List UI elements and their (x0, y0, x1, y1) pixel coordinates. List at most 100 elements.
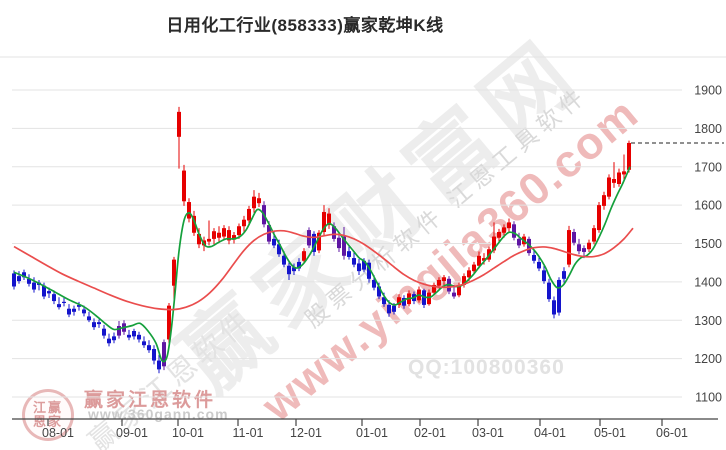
candle (472, 261, 476, 275)
candle (72, 305, 76, 316)
x-tick-label: 10-01 (172, 426, 204, 440)
candle (507, 218, 511, 233)
y-tick-label: 1100 (695, 391, 722, 405)
candle (602, 191, 606, 210)
candle (97, 319, 101, 328)
candle (537, 255, 541, 272)
candle (67, 304, 71, 318)
candle (247, 205, 251, 226)
y-tick-label: 1400 (694, 275, 722, 289)
candle (177, 106, 181, 169)
candle (612, 162, 616, 188)
candle (162, 339, 166, 371)
candle (187, 198, 191, 223)
y-tick-label: 1600 (694, 199, 722, 213)
candle (62, 297, 66, 307)
seal-text-row2: 恩家 (32, 414, 63, 429)
candle (422, 288, 426, 308)
x-tick-label: 01-01 (356, 426, 388, 440)
candle (252, 190, 256, 213)
candle (12, 270, 16, 290)
y-tick-label: 1700 (694, 160, 722, 174)
candles (12, 106, 631, 374)
candle (222, 225, 226, 240)
candle (322, 205, 326, 236)
x-tick-label: 02-01 (414, 426, 446, 440)
candle (212, 228, 216, 245)
candle (132, 328, 136, 340)
candle (227, 226, 231, 245)
x-tick-label: 04-01 (534, 426, 566, 440)
candle (87, 311, 91, 323)
ma-fast-line (13, 166, 631, 363)
candle (22, 269, 26, 280)
candle (402, 295, 406, 309)
candle (357, 258, 361, 275)
candle (597, 202, 601, 233)
candle (552, 296, 556, 319)
x-tick-label: 06-01 (656, 426, 688, 440)
candle (532, 250, 536, 264)
x-tick-label: 09-01 (116, 426, 148, 440)
y-tick-label: 1200 (694, 352, 722, 366)
candle (547, 278, 551, 302)
candle (367, 259, 371, 283)
candle (297, 258, 301, 272)
candle (327, 208, 331, 229)
candle (137, 331, 141, 343)
candle (312, 231, 316, 256)
candle (302, 248, 306, 264)
candle (587, 239, 591, 252)
candle (152, 345, 156, 365)
y-tick-label: 1300 (694, 314, 722, 328)
candle (217, 226, 221, 242)
candle (352, 251, 356, 268)
candle (172, 256, 176, 302)
candle (397, 294, 401, 308)
candle (497, 228, 501, 243)
candle (542, 265, 546, 284)
candle (567, 225, 571, 268)
candle (512, 221, 516, 241)
x-tick-label: 11-01 (232, 426, 263, 440)
candle (607, 174, 611, 200)
candle (197, 228, 201, 249)
y-tick-label: 1800 (694, 122, 722, 136)
x-tick-label: 08-01 (42, 426, 74, 440)
candle (102, 324, 106, 339)
logo-url-text: www.360gann.com (88, 406, 229, 422)
candle (157, 354, 161, 374)
candle (477, 251, 481, 269)
candle (107, 333, 111, 347)
y-tick-label: 1900 (694, 84, 722, 98)
candle (77, 301, 81, 311)
candle (242, 215, 246, 232)
y-tick-label: 1500 (694, 237, 722, 251)
candle (112, 332, 116, 344)
candle (92, 318, 96, 330)
candle (317, 230, 321, 254)
candle (57, 297, 61, 310)
candle (257, 192, 261, 208)
candle (182, 164, 186, 206)
candle (442, 274, 446, 285)
candle (52, 290, 56, 305)
candle (337, 232, 341, 252)
candle (292, 263, 296, 275)
candle (127, 329, 131, 341)
x-tick-label: 05-01 (594, 426, 626, 440)
candle (592, 225, 596, 245)
page-title: 日用化工行业(858333)赢家乾坤K线 (166, 16, 444, 35)
candle (577, 238, 581, 255)
candle (517, 232, 521, 249)
x-tick-label: 03-01 (472, 426, 504, 440)
candle (617, 168, 621, 187)
candle (117, 321, 121, 339)
candle (557, 277, 561, 316)
candle (347, 245, 351, 260)
candle (142, 336, 146, 348)
logo-brand-text: 赢家江恩软件 (84, 390, 217, 411)
candle (562, 267, 566, 283)
gann-seal-logo: 江赢 恩家 (22, 389, 74, 441)
